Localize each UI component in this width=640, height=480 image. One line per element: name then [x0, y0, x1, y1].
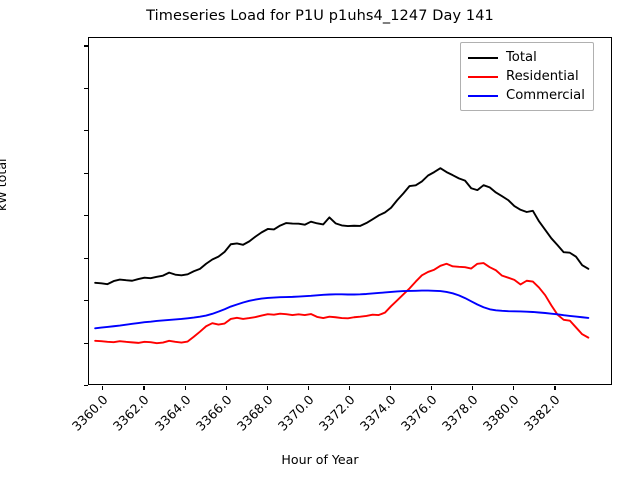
legend-swatch-total [468, 56, 498, 59]
x-tick-mark [554, 386, 556, 390]
x-tick-label: 3382.0 [521, 392, 564, 434]
x-axis-label: Hour of Year [281, 452, 359, 467]
x-tick-mark [184, 386, 186, 390]
chart-title: Timeseries Load for P1U p1uhs4_1247 Day … [146, 8, 494, 24]
plot-lines [94, 167, 590, 345]
y-tick-mark [84, 300, 88, 302]
y-tick-mark [84, 87, 88, 90]
x-tick-mark [307, 386, 309, 390]
legend-item-residential: Residential [468, 67, 585, 86]
x-tick-mark [348, 386, 351, 390]
x-tick-label: 3374.0 [356, 392, 399, 434]
legend-item-commercial: Commercial [468, 86, 585, 105]
legend: Total Residential Commercial [460, 42, 594, 111]
legend-swatch-commercial [468, 94, 498, 97]
x-tick-label: 3376.0 [397, 392, 440, 434]
y-tick-mark [84, 257, 88, 259]
y-axis-label: kW total [0, 158, 9, 211]
x-tick-mark [225, 386, 227, 390]
series-line-residential [94, 262, 590, 345]
x-tick-mark [102, 386, 104, 390]
x-tick-label: 3380.0 [480, 392, 522, 434]
legend-label: Residential [506, 69, 579, 84]
y-tick-mark [84, 172, 88, 174]
y-tick-mark [84, 130, 88, 132]
x-tick-mark [513, 386, 515, 390]
x-tick-label: 3372.0 [315, 392, 358, 434]
x-tick-label: 3378.0 [439, 392, 481, 434]
y-tick-mark [84, 342, 88, 344]
x-tick-mark [143, 386, 145, 390]
x-tick-mark [472, 386, 474, 390]
legend-swatch-residential [468, 75, 498, 78]
y-tick-mark [84, 215, 88, 217]
y-tick-mark [84, 45, 88, 47]
x-tick-label: 3362.0 [110, 392, 153, 434]
x-tick-label: 3364.0 [151, 392, 194, 434]
x-tick-label: 3360.0 [69, 392, 111, 434]
legend-label: Total [506, 50, 537, 65]
x-tick-label: 3370.0 [274, 392, 317, 434]
x-tick-mark [266, 386, 268, 390]
x-tick-label: 3368.0 [233, 392, 276, 434]
legend-label: Commercial [506, 88, 585, 103]
legend-item-total: Total [468, 48, 585, 67]
x-tick-mark [431, 386, 433, 390]
series-line-commercial [94, 289, 590, 330]
series-line-total [94, 167, 590, 286]
x-tick-mark [390, 386, 392, 390]
x-tick-label: 3366.0 [192, 392, 235, 434]
y-tick-mark [84, 385, 88, 387]
